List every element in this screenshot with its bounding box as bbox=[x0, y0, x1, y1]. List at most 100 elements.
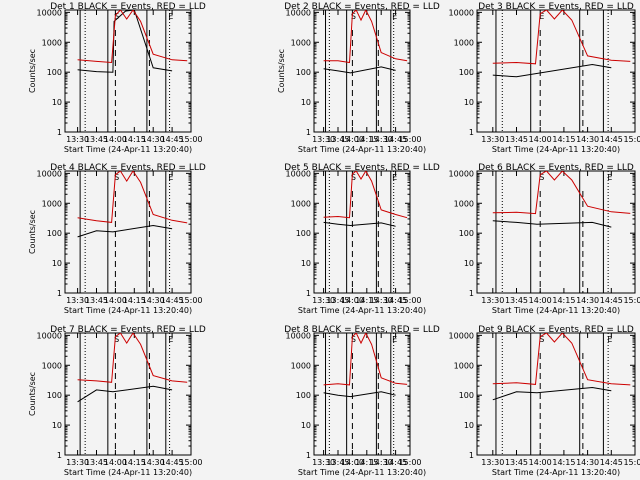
x-tick-label: 14:15 bbox=[552, 458, 575, 467]
x-tick-label: 14:15 bbox=[552, 296, 575, 305]
y-tick-label: 100 bbox=[296, 391, 311, 400]
series-red-line bbox=[323, 10, 408, 64]
marker-label: S bbox=[114, 12, 119, 21]
x-tick-label: 14:30 bbox=[576, 135, 599, 144]
y-tick-label: 10 bbox=[301, 259, 311, 268]
y-tick-label: 1 bbox=[469, 451, 474, 460]
y-tick-label: 1000 bbox=[42, 38, 62, 47]
x-tick-label: 15:00 bbox=[623, 458, 640, 467]
x-tick-label: 15:00 bbox=[398, 458, 421, 467]
x-tick-label: 15:00 bbox=[623, 135, 640, 144]
y-tick-label: 1 bbox=[57, 128, 62, 137]
y-tick-label: 10000 bbox=[37, 331, 62, 340]
x-tick-label: 14:45 bbox=[384, 458, 407, 467]
plot-frame bbox=[313, 332, 411, 456]
chart-panel-det-9: Det 9 BLACK = Events, RED = LLD 1 10 100 100… bbox=[449, 325, 640, 477]
x-tick-label: 14:30 bbox=[370, 458, 393, 467]
y-axis-label: Counts/sec bbox=[28, 49, 37, 93]
x-tick-label: 15:00 bbox=[398, 296, 421, 305]
y-axis-label: Counts/sec bbox=[28, 210, 37, 254]
marker-label: S bbox=[351, 335, 356, 344]
x-tick-label: 13:45 bbox=[326, 296, 349, 305]
y-tick-label: 100 bbox=[459, 68, 474, 77]
y-tick-label: 1 bbox=[469, 289, 474, 298]
x-tick-label: 13:30 bbox=[312, 296, 335, 305]
series-red-line bbox=[77, 333, 188, 383]
x-tick-label: 13:45 bbox=[85, 296, 108, 305]
x-tick-label: 13:45 bbox=[505, 458, 528, 467]
x-tick-label: 13:30 bbox=[66, 458, 89, 467]
plot-frame bbox=[313, 170, 411, 294]
y-tick-label: 10 bbox=[52, 259, 62, 268]
x-tick-label: 14:15 bbox=[552, 135, 575, 144]
y-tick-label: 1 bbox=[306, 289, 311, 298]
series-red-line bbox=[323, 171, 408, 219]
series-black-line bbox=[77, 10, 173, 73]
x-tick-label: 13:45 bbox=[505, 296, 528, 305]
x-axis-label: Start Time (24-Apr-11 13:20:40) bbox=[64, 468, 192, 477]
marker-label: E bbox=[168, 12, 173, 21]
y-tick-label: 1000 bbox=[42, 199, 62, 208]
marker-label: E bbox=[168, 173, 173, 182]
marker-label: E bbox=[392, 12, 397, 21]
plot-frame bbox=[64, 332, 192, 456]
marker-label: E bbox=[392, 335, 397, 344]
y-tick-label: 100 bbox=[296, 68, 311, 77]
x-tick-label: 15:00 bbox=[179, 135, 202, 144]
x-tick-label: 14:45 bbox=[161, 296, 184, 305]
marker-label: E bbox=[607, 335, 612, 344]
x-tick-label: 14:00 bbox=[529, 135, 552, 144]
x-tick-label: 14:15 bbox=[355, 135, 378, 144]
chart-title: Det 7 BLACK = Events, RED = LLD bbox=[50, 325, 206, 335]
y-tick-label: 1000 bbox=[291, 361, 311, 370]
y-tick-label: 10000 bbox=[37, 8, 62, 17]
x-tick-label: 14:15 bbox=[123, 458, 146, 467]
x-tick-label: 14:15 bbox=[355, 296, 378, 305]
series-red-line bbox=[492, 333, 631, 386]
y-tick-label: 100 bbox=[459, 229, 474, 238]
y-tick-label: 10 bbox=[464, 98, 474, 107]
chart-panel-det-4: Det 4 BLACK = Events, RED = LLD Counts/se… bbox=[28, 163, 206, 315]
series-black-line bbox=[323, 391, 396, 398]
x-tick-label: 13:30 bbox=[481, 296, 504, 305]
y-tick-label: 100 bbox=[459, 391, 474, 400]
marker-label: S bbox=[114, 173, 119, 182]
chart-title: Det 8 BLACK = Events, RED = LLD bbox=[284, 325, 440, 335]
x-tick-label: 13:45 bbox=[326, 458, 349, 467]
series-black-line bbox=[492, 386, 612, 401]
chart-panel-det-7: Det 7 BLACK = Events, RED = LLD Counts/se… bbox=[28, 325, 206, 477]
x-tick-label: 14:45 bbox=[600, 296, 623, 305]
x-tick-label: 13:45 bbox=[505, 135, 528, 144]
marker-label: S bbox=[351, 173, 356, 182]
x-tick-label: 15:00 bbox=[398, 135, 421, 144]
marker-label: S bbox=[351, 12, 356, 21]
y-tick-label: 10 bbox=[301, 421, 311, 430]
x-tick-label: 15:00 bbox=[179, 296, 202, 305]
y-tick-label: 100 bbox=[47, 229, 62, 238]
x-tick-label: 14:30 bbox=[142, 458, 165, 467]
y-tick-label: 1000 bbox=[454, 199, 474, 208]
plot-frame bbox=[476, 9, 636, 133]
x-tick-label: 13:30 bbox=[312, 135, 335, 144]
x-tick-label: 14:00 bbox=[529, 458, 552, 467]
y-axis-label: Counts/sec bbox=[277, 49, 286, 93]
y-tick-label: 100 bbox=[47, 391, 62, 400]
series-black-line bbox=[77, 385, 173, 403]
series-red-line bbox=[492, 10, 631, 65]
x-tick-label: 14:00 bbox=[341, 296, 364, 305]
x-tick-label: 15:00 bbox=[623, 296, 640, 305]
x-tick-label: 14:30 bbox=[370, 296, 393, 305]
plot-frame bbox=[476, 332, 636, 456]
y-tick-label: 100 bbox=[296, 229, 311, 238]
x-tick-label: 14:45 bbox=[161, 458, 184, 467]
series-red-line bbox=[492, 171, 631, 215]
plot-frame bbox=[313, 9, 411, 133]
chart-title: Det 9 BLACK = Events, RED = LLD bbox=[478, 325, 634, 335]
y-tick-label: 1000 bbox=[42, 361, 62, 370]
x-tick-label: 13:45 bbox=[326, 135, 349, 144]
plot-frame bbox=[64, 170, 192, 294]
marker-label: S bbox=[539, 335, 544, 344]
chart-title: Det 2 BLACK = Events, RED = LLD bbox=[284, 2, 440, 12]
y-tick-label: 10 bbox=[52, 98, 62, 107]
